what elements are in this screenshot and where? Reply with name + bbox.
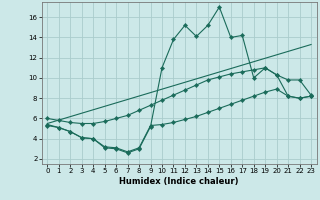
X-axis label: Humidex (Indice chaleur): Humidex (Indice chaleur) — [119, 177, 239, 186]
